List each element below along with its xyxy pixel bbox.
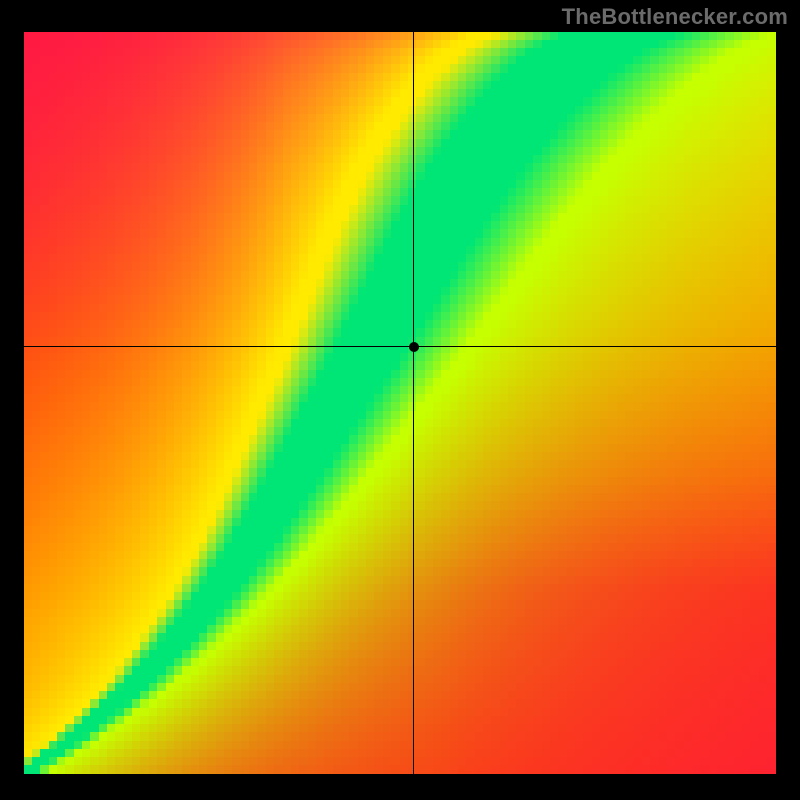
chart-root: TheBottlenecker.com (0, 0, 800, 800)
heatmap-plot (24, 32, 776, 774)
heatmap-canvas (24, 32, 776, 774)
watermark-text: TheBottlenecker.com (562, 4, 788, 30)
